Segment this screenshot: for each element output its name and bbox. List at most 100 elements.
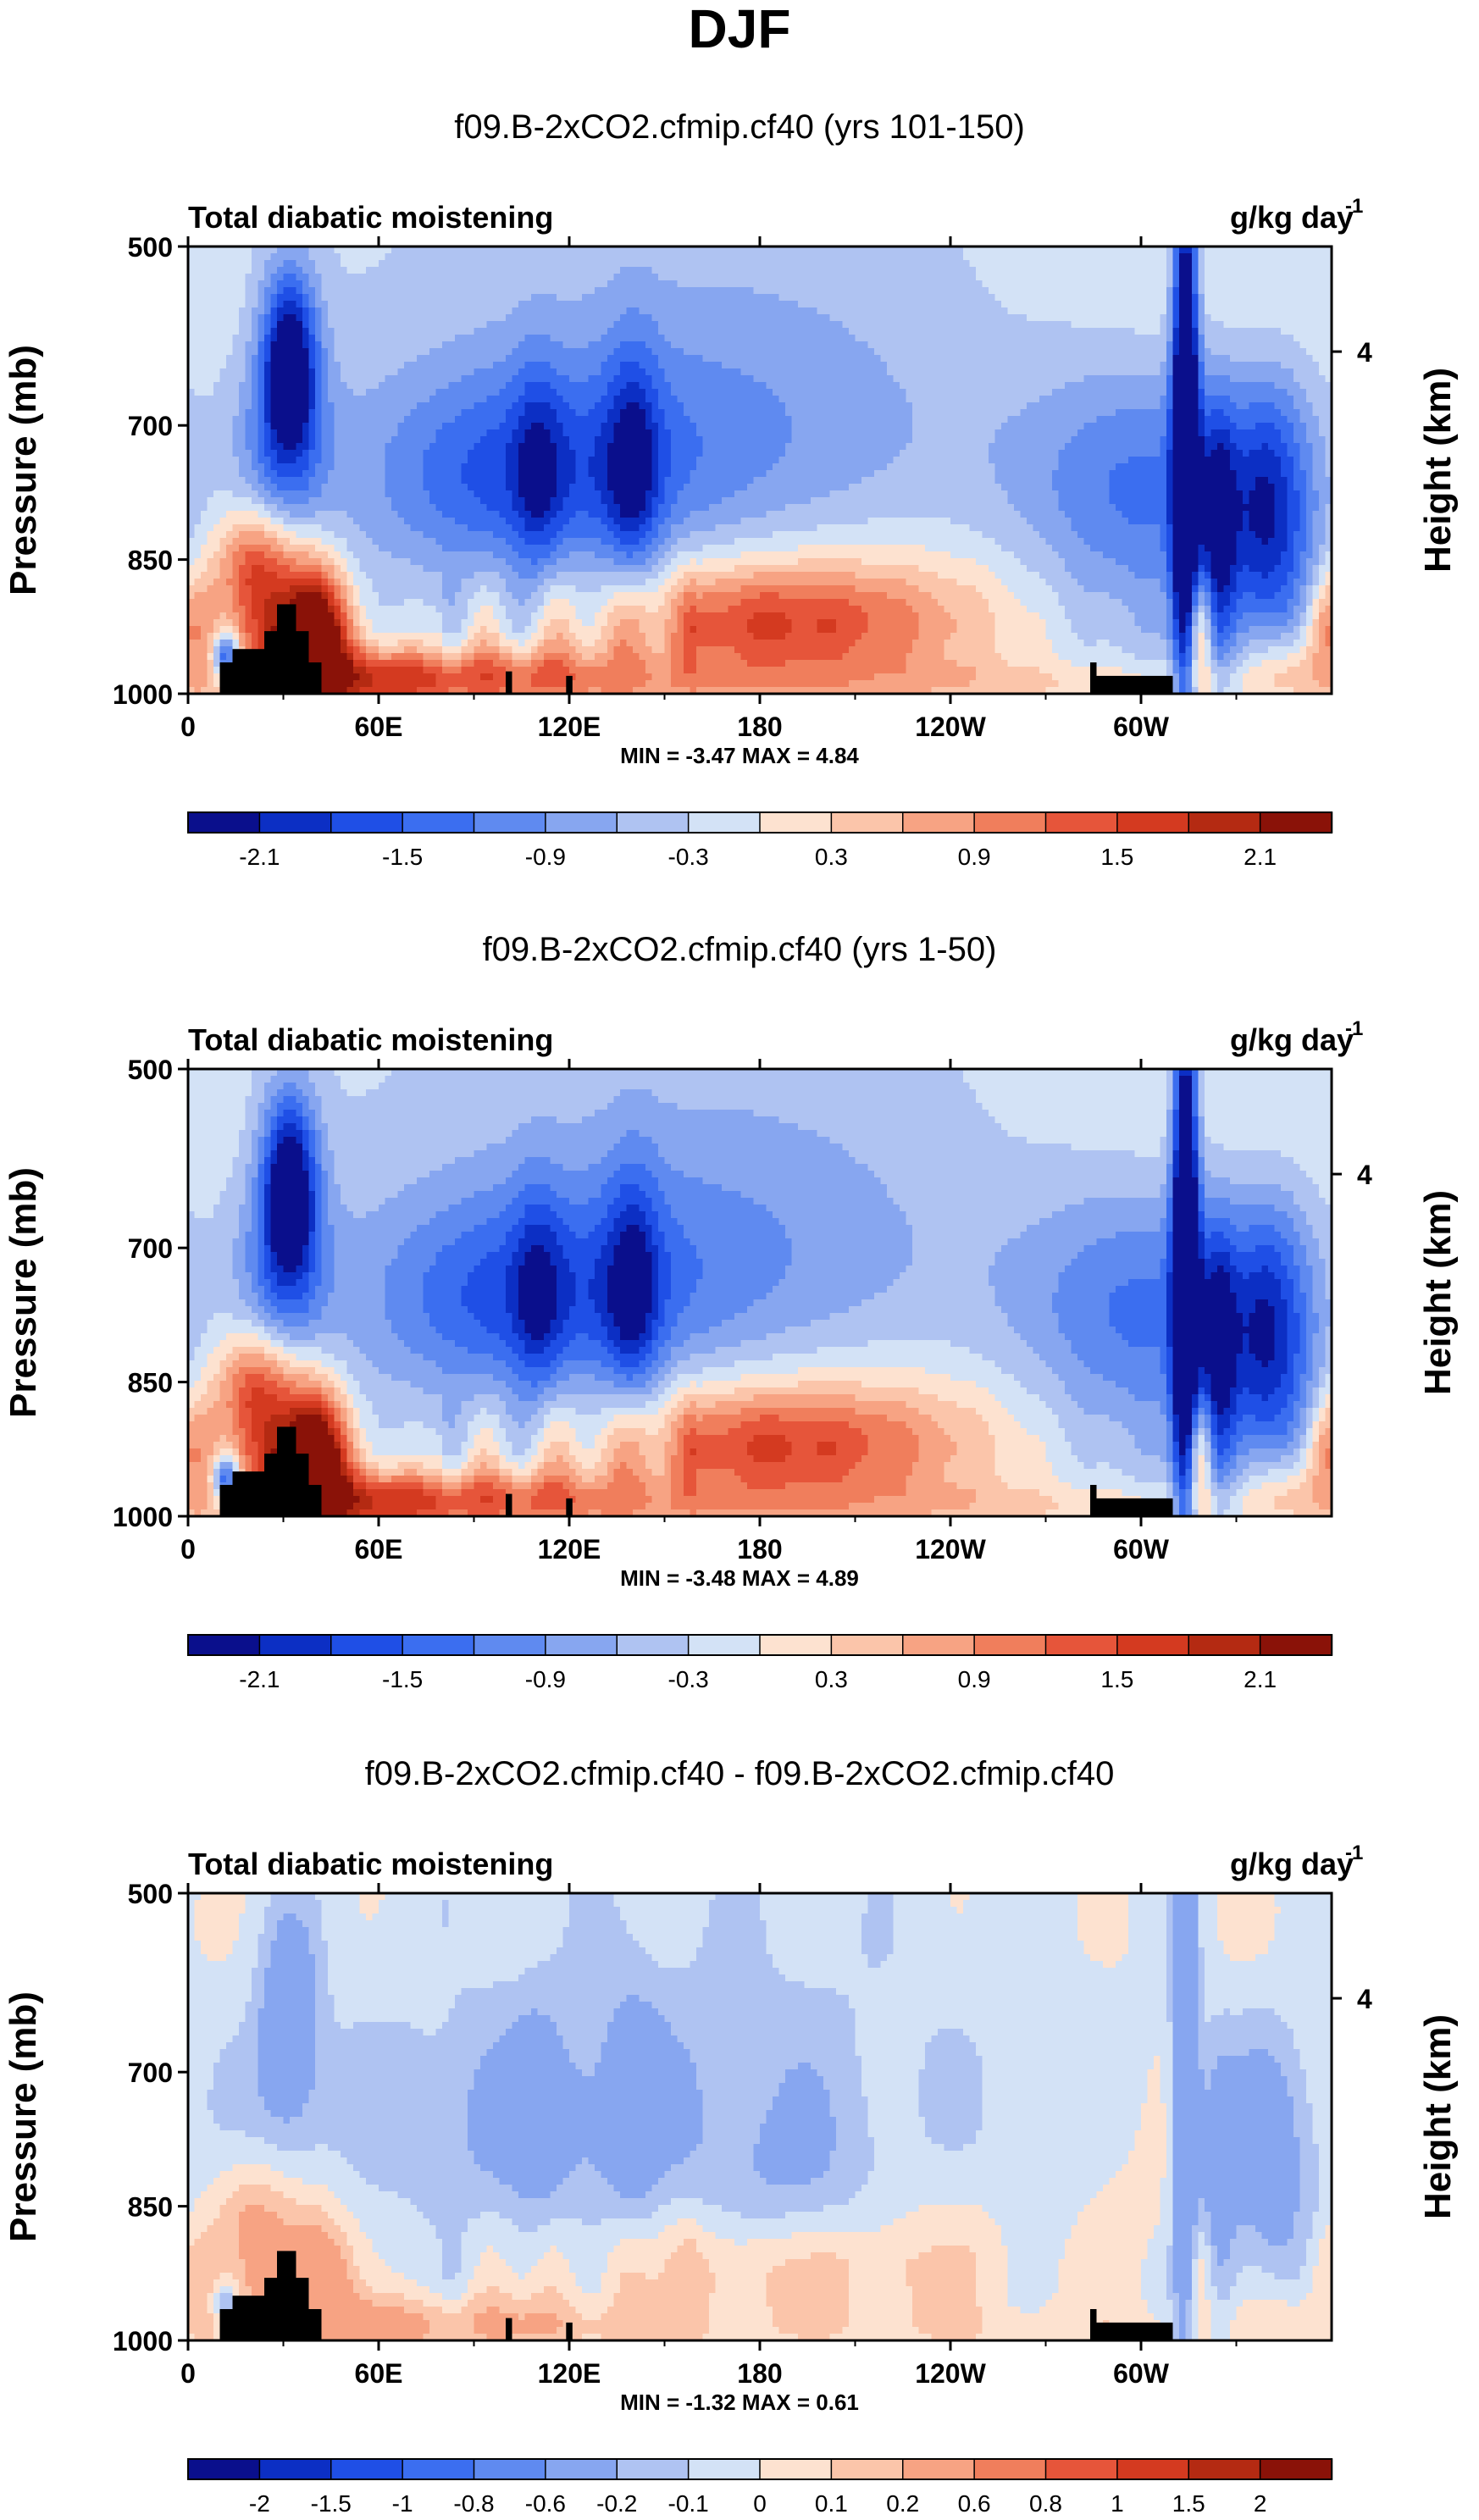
heatmap-cell: [245, 1177, 252, 1185]
heatmap-cell: [1210, 640, 1218, 647]
heatmap-cell: [562, 1164, 590, 1171]
heatmap-cell: [1198, 402, 1205, 410]
heatmap-cell: [1287, 443, 1301, 451]
heatmap-cell: [620, 368, 646, 376]
heatmap-cell: [1166, 524, 1174, 532]
heatmap-cell: [1205, 1116, 1332, 1124]
heatmap-cell: [906, 1476, 945, 1483]
heatmap-cell: [239, 640, 246, 647]
heatmap-cell: [474, 1225, 513, 1232]
heatmap-cell: [1172, 504, 1276, 512]
heatmap-cell: [308, 1252, 316, 1260]
heatmap-cell: [506, 382, 526, 390]
heatmap-cell: [1223, 1266, 1238, 1273]
heatmap-cell: [575, 1455, 602, 1463]
heatmap-cell: [1325, 1401, 1332, 1409]
heatmap-cell: [245, 443, 259, 451]
heatmap-cell: [290, 599, 329, 606]
heatmap-cell: [1192, 1069, 1199, 1077]
heatmap-cell: [201, 1509, 221, 1517]
heatmap-cell: [855, 335, 1167, 342]
heatmap-cell: [651, 1205, 672, 1212]
heatmap-cell: [1249, 524, 1276, 532]
heatmap-cell: [188, 484, 252, 491]
heatmap-cell: [315, 545, 335, 552]
heatmap-cell: [651, 1320, 666, 1327]
heatmap-cell: [1058, 1415, 1111, 1422]
heatmap-cell: [1210, 348, 1307, 356]
heatmap-cell: [404, 1184, 494, 1192]
heatmap-cells: [188, 1069, 1332, 1517]
heatmap-cell: [1205, 1238, 1231, 1246]
heatmap-cell: [906, 1401, 958, 1409]
heatmap-cell: [671, 382, 767, 390]
heatmap-cell: [569, 1313, 602, 1321]
heatmap-cell: [353, 1394, 367, 1402]
heatmap-cell: [658, 1428, 672, 1436]
heatmap-cell: [385, 443, 430, 451]
heatmap-cell: [1166, 1367, 1174, 1375]
heatmap-cell: [855, 1408, 920, 1415]
heatmap-cell: [1243, 1340, 1250, 1348]
heatmap-cell: [239, 1462, 246, 1470]
heatmap-cell: [188, 1306, 252, 1314]
topography-mask: [232, 649, 246, 694]
heatmap-cell: [1071, 626, 1142, 634]
heatmap-cell: [328, 307, 513, 315]
heatmap-cell: [226, 1374, 234, 1382]
heatmap-cell: [499, 1476, 513, 1483]
heatmap-cell: [258, 335, 265, 342]
heatmap-cell: [1319, 1448, 1327, 1456]
heatmap-cell: [1210, 429, 1231, 437]
heatmap-cell: [944, 1476, 1002, 1483]
heatmap-cell: [1172, 1266, 1205, 1273]
heatmap-cell: [893, 1941, 1085, 1948]
heatmap-cell: [1299, 646, 1307, 654]
heatmap-cell: [1293, 1157, 1332, 1165]
heatmap-cell: [557, 457, 577, 464]
heatmap-cell: [557, 389, 608, 396]
heatmap-cell: [264, 1184, 272, 1192]
heatmap-cell: [613, 1469, 634, 1476]
heatmap-cell: [575, 463, 590, 471]
heatmap-cell: [512, 1367, 557, 1375]
heatmap-cell: [1172, 1205, 1199, 1212]
heatmap-cell: [442, 572, 475, 579]
heatmap-cell: [620, 1442, 640, 1449]
heatmap-cell: [296, 314, 303, 322]
heatmap-cell: [639, 511, 653, 518]
heatmap-cell: [658, 321, 844, 329]
heatmap-cell: [1205, 545, 1238, 552]
heatmap-cell: [474, 1435, 494, 1443]
heatmap-cell: [1230, 355, 1314, 363]
heatmap-cell: [270, 1941, 310, 1948]
heatmap-cell: [480, 1320, 513, 1327]
heatmap-cell: [499, 1448, 513, 1456]
heatmap-cell: [601, 362, 621, 369]
heatmap-cell: [188, 1387, 208, 1395]
heatmap-cell: [207, 1496, 214, 1504]
heatmap-cell: [1198, 382, 1205, 390]
heatmap-cell: [1166, 1110, 1174, 1117]
colorbar-label: -1.5: [382, 1666, 423, 1692]
heatmap-cell: [1065, 565, 1129, 573]
heatmap-cell: [1198, 1934, 1218, 1941]
heatmap-cell: [315, 1293, 329, 1300]
heatmap-cell: [359, 1435, 367, 1443]
heatmap-cell: [1293, 1252, 1307, 1260]
heatmap-cell: [671, 1272, 704, 1280]
heatmap-cell: [918, 626, 958, 634]
colorbar-frame: [187, 811, 1332, 834]
heatmap-cell: [379, 1907, 443, 1914]
heatmap-cell: [1306, 1469, 1320, 1476]
heatmap-cell: [684, 1306, 748, 1314]
heatmap-cell: [239, 1387, 252, 1395]
heatmap-cell: [696, 1252, 793, 1260]
heatmap-cell: [258, 1164, 265, 1171]
heatmap-cell: [1172, 1421, 1180, 1429]
topography-mask: [296, 631, 309, 694]
heatmap-cell: [1198, 287, 1205, 295]
heatmap-cell: [258, 1299, 272, 1307]
heatmap-cell: [1192, 287, 1199, 295]
heatmap-cell: [1205, 1150, 1282, 1158]
